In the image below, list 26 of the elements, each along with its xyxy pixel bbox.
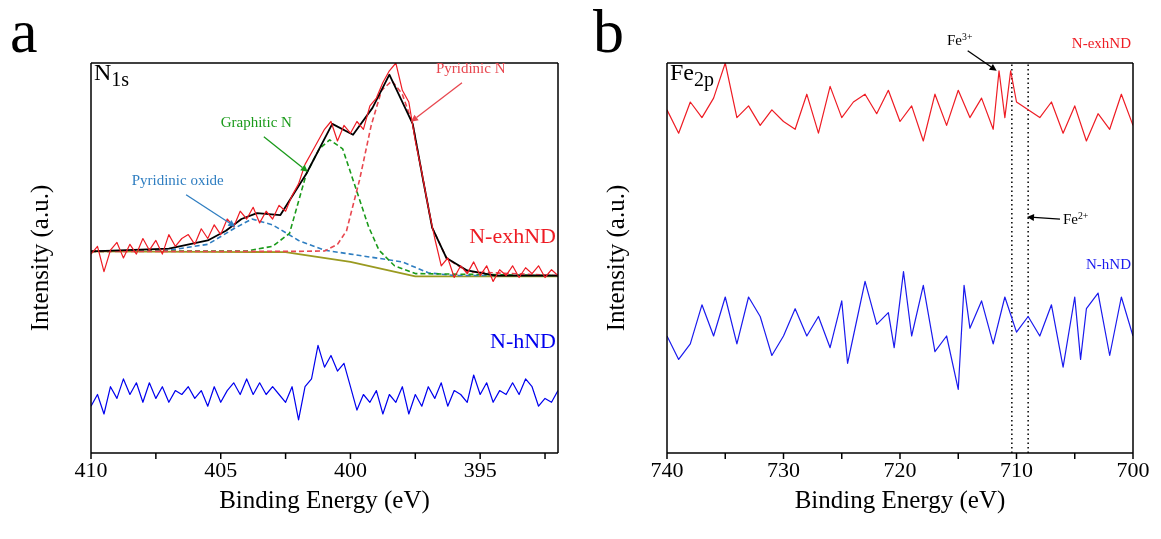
- x-tick-label: 405: [204, 456, 238, 482]
- annotation: Fe$^{3+}$: [947, 30, 973, 48]
- x-tick-label: 700: [1116, 456, 1150, 482]
- text: Pyridinic N: [435, 59, 506, 76]
- x-axis-title: Binding Energy (eV): [219, 486, 430, 514]
- y-axis-title: Intensity (a.u.): [25, 184, 54, 332]
- text: Pyridinic oxide: [131, 171, 225, 188]
- series-label: N-hND: [1086, 256, 1132, 272]
- annotation: Fe$^{2+}$: [1062, 209, 1089, 228]
- x-tick-label: 720: [883, 456, 917, 482]
- series-label: N-exhND: [469, 222, 556, 248]
- chart-subtitle: Fe$_{2p}$: [670, 59, 714, 90]
- chart-subtitle: N$_{1s}$: [94, 59, 130, 90]
- chart-title: b: [593, 0, 624, 65]
- text: Graphitic N: [220, 113, 293, 130]
- x-tick-label: 410: [74, 456, 108, 482]
- chart-title: a: [10, 0, 38, 65]
- x-axis-title: Binding Energy (eV): [794, 486, 1006, 514]
- x-tick-label: 400: [333, 456, 367, 482]
- x-tick-label: 710: [1000, 456, 1033, 482]
- text: N-exhND: [1071, 35, 1132, 52]
- series-label: N-hND: [490, 327, 556, 353]
- x-tick-label: 740: [650, 456, 684, 482]
- x-tick-label: 730: [767, 456, 800, 482]
- y-axis-title: Intensity (a.u.): [601, 184, 630, 332]
- x-tick-label: 395: [463, 456, 497, 482]
